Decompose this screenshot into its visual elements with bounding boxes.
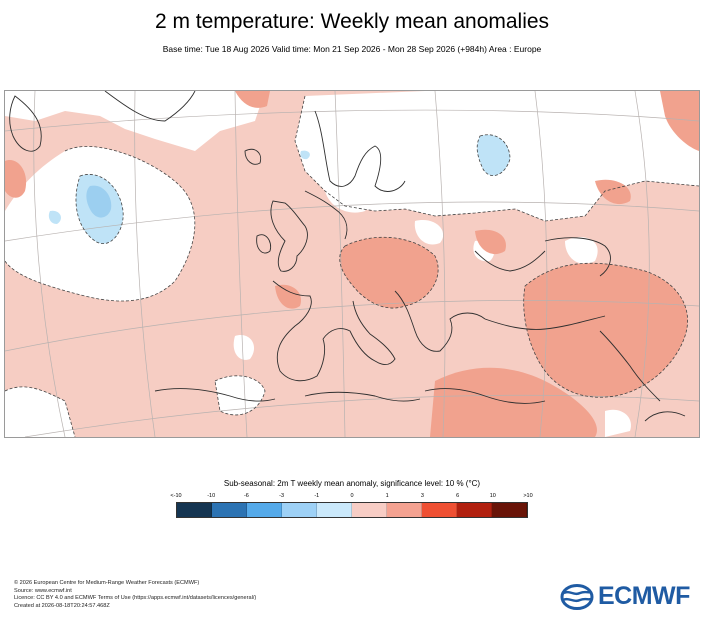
legend-tick: 1 <box>385 493 389 499</box>
footer-credits: © 2026 European Centre for Medium-Range … <box>14 580 256 610</box>
legend-ticks: <-10 -10 -6 -3 -1 0 1 3 6 10 >10 <box>170 493 532 503</box>
footer-created: Created at 2026-08-18T20:24:57.468Z <box>14 602 110 609</box>
legend-colorbar <box>176 502 528 518</box>
legend-swatch <box>492 503 527 517</box>
significance-contours <box>5 95 699 437</box>
legend-tick: -3 <box>279 493 285 499</box>
map-graticule <box>5 91 699 437</box>
map-canvas <box>5 91 699 437</box>
coastlines <box>9 91 686 422</box>
ecmwf-globe-icon <box>560 583 594 610</box>
legend-tick: 3 <box>420 493 424 499</box>
legend-swatch <box>317 503 352 517</box>
anomaly-map <box>4 90 700 438</box>
legend-swatch <box>387 503 422 517</box>
legend-swatch <box>422 503 457 517</box>
legend-tick: 10 <box>489 493 496 499</box>
legend-swatch <box>352 503 387 517</box>
legend-tick: -10 <box>207 493 216 499</box>
page-title: 2 m temperature: Weekly mean anomalies <box>154 10 550 33</box>
cool-anomaly-regions <box>48 134 510 244</box>
legend-title: Sub-seasonal: 2m T weekly mean anomaly, … <box>223 479 481 488</box>
legend-swatch <box>457 503 492 517</box>
ecmwf-logo-text: ECMWF <box>598 582 690 610</box>
legend-tick: 0 <box>350 493 354 499</box>
page-subtitle: Base time: Tue 18 Aug 2026 Valid time: M… <box>162 44 542 54</box>
legend-swatch <box>177 503 212 517</box>
legend-tick: -1 <box>314 493 320 499</box>
legend-swatch <box>247 503 282 517</box>
footer-source: Source: www.ecmwf.int <box>14 587 72 594</box>
footer-copyright: © 2026 European Centre for Medium-Range … <box>14 580 200 586</box>
legend-tick: >10 <box>523 493 533 499</box>
legend-swatch <box>212 503 247 517</box>
legend-tick: 6 <box>456 493 460 499</box>
legend-tick: <-10 <box>170 493 182 499</box>
ecmwf-logo: ECMWF <box>560 582 690 611</box>
legend-tick: -6 <box>243 493 249 499</box>
warm-anomaly-regions <box>5 91 699 437</box>
legend-swatch <box>282 503 317 517</box>
footer-licence: Licence: CC BY 4.0 and ECMWF Terms of Us… <box>14 595 257 602</box>
